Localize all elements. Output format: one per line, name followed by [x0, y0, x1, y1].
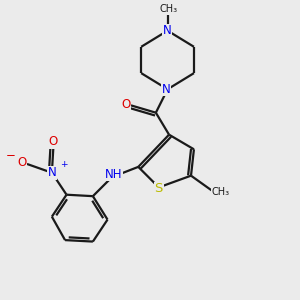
Text: O: O — [17, 156, 26, 169]
Text: N: N — [163, 24, 171, 37]
Text: N: N — [162, 83, 170, 96]
Text: CH₃: CH₃ — [211, 187, 230, 197]
Text: O: O — [121, 98, 130, 111]
Text: −: − — [6, 149, 16, 162]
Text: +: + — [60, 160, 68, 169]
Text: O: O — [48, 136, 57, 148]
Text: S: S — [154, 182, 163, 195]
Text: CH₃: CH₃ — [159, 4, 177, 14]
Text: N: N — [48, 166, 57, 179]
Text: NH: NH — [105, 168, 122, 181]
